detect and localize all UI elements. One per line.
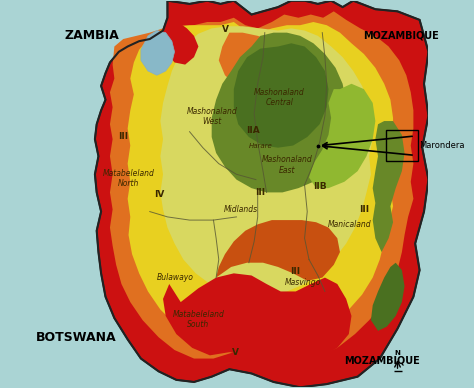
Polygon shape: [163, 273, 351, 363]
Text: BOTSWANA: BOTSWANA: [36, 331, 117, 343]
Text: V: V: [232, 348, 238, 357]
Polygon shape: [219, 33, 316, 94]
Text: Marondera: Marondera: [419, 141, 464, 150]
Polygon shape: [234, 43, 328, 148]
Polygon shape: [216, 220, 340, 281]
Text: Harare: Harare: [248, 143, 272, 149]
Text: IIB: IIB: [313, 182, 327, 191]
Text: Bulawayo: Bulawayo: [157, 273, 194, 282]
Text: N: N: [394, 350, 401, 356]
Polygon shape: [141, 31, 174, 75]
Polygon shape: [373, 121, 404, 252]
Polygon shape: [309, 84, 375, 188]
Text: Matabeleland
North: Matabeleland North: [103, 169, 155, 188]
Polygon shape: [160, 18, 199, 64]
Text: IIA: IIA: [246, 126, 259, 135]
Text: III: III: [118, 132, 128, 140]
Polygon shape: [160, 26, 373, 294]
Text: III: III: [360, 205, 370, 214]
Polygon shape: [212, 33, 346, 192]
Text: Midlands: Midlands: [224, 205, 258, 214]
Text: Mashonaland
Central: Mashonaland Central: [254, 88, 305, 107]
Text: Matabeleland
South: Matabeleland South: [173, 310, 224, 329]
Text: ZAMBIA: ZAMBIA: [65, 29, 119, 42]
Text: IV: IV: [155, 189, 165, 199]
Polygon shape: [95, 1, 428, 387]
Text: V: V: [222, 25, 229, 34]
Text: Mashonaland
East: Mashonaland East: [262, 155, 313, 175]
Text: MOZAMBIQUE: MOZAMBIQUE: [344, 355, 420, 365]
Text: III: III: [255, 187, 265, 197]
Text: Masvingo: Masvingo: [285, 279, 321, 288]
Polygon shape: [128, 22, 393, 341]
Polygon shape: [371, 263, 404, 331]
Polygon shape: [110, 11, 413, 359]
Text: Manicaland: Manicaland: [328, 220, 371, 229]
Text: III: III: [290, 267, 300, 276]
Text: Mashonaland
West: Mashonaland West: [187, 107, 237, 126]
Text: MOZAMBIQUE: MOZAMBIQUE: [364, 31, 439, 40]
